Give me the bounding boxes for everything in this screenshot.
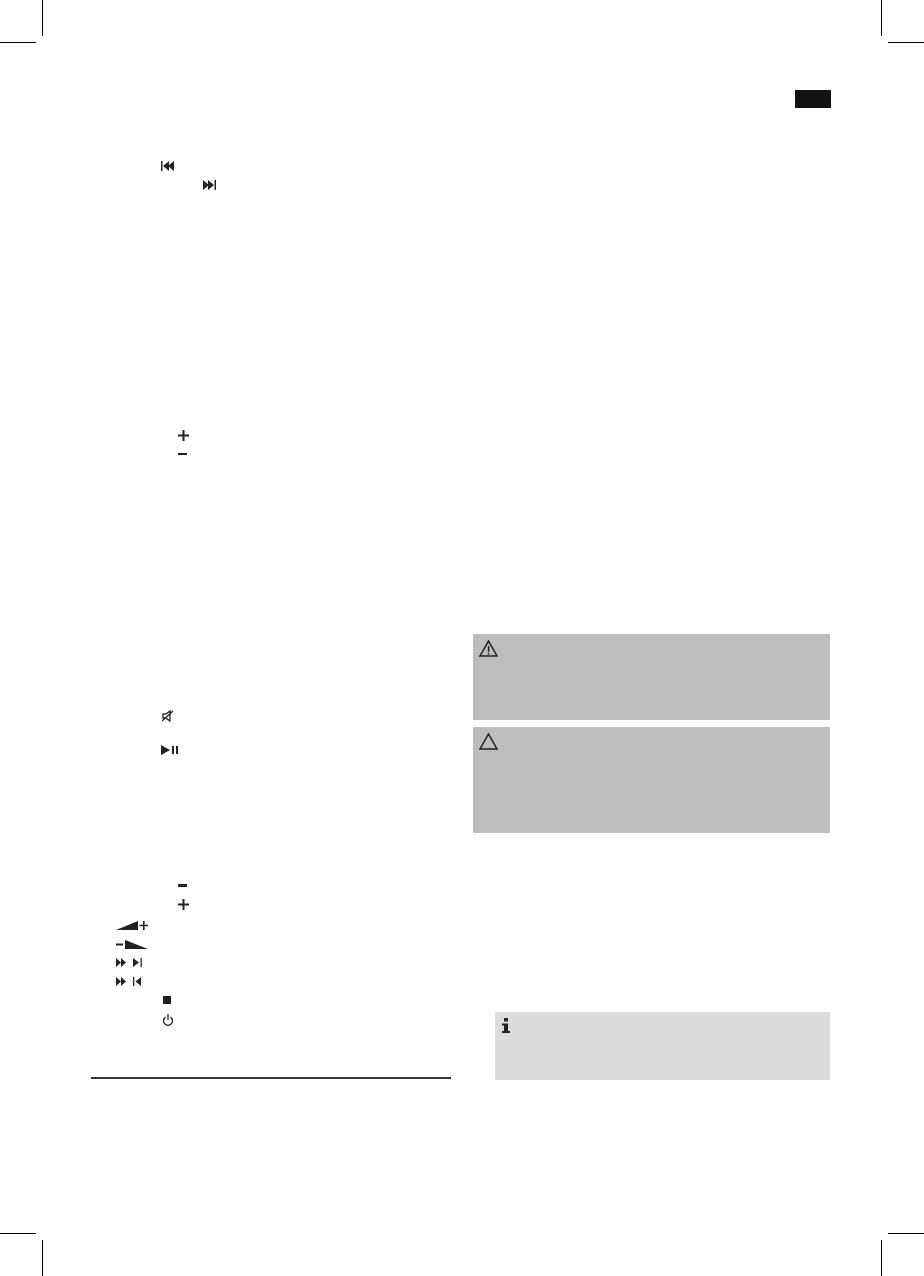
- crop-mark: [881, 0, 882, 36]
- next-track-icon: [203, 179, 217, 191]
- fast-forward-previous-icon: [116, 976, 146, 987]
- crop-mark: [0, 1233, 36, 1234]
- stop-icon: [163, 996, 171, 1004]
- volume-down-icon: [116, 939, 150, 950]
- crop-mark: [42, 1240, 43, 1276]
- plus-icon: [178, 430, 189, 441]
- mute-icon: [162, 710, 174, 722]
- warning-box: [473, 634, 830, 720]
- play-pause-icon: [161, 744, 181, 756]
- crop-mark: [881, 1240, 882, 1276]
- caution-box: [473, 727, 830, 833]
- info-box: [495, 1012, 830, 1080]
- crop-mark: [0, 42, 36, 43]
- minus-icon: [178, 882, 189, 888]
- previous-track-icon: [161, 160, 175, 172]
- language-tab: [795, 90, 831, 108]
- caution-triangle-icon: [479, 733, 498, 750]
- info-icon: [501, 1018, 511, 1034]
- section-rule: [91, 1077, 451, 1079]
- power-icon: [162, 1014, 174, 1026]
- fast-forward-next-icon: [116, 957, 146, 968]
- crop-mark: [42, 0, 43, 36]
- crop-mark: [888, 42, 924, 43]
- plus-icon: [178, 899, 189, 910]
- warning-exclamation-icon: [479, 640, 498, 657]
- crop-mark: [888, 1233, 924, 1234]
- volume-up-icon: [116, 920, 148, 931]
- minus-icon: [178, 451, 189, 457]
